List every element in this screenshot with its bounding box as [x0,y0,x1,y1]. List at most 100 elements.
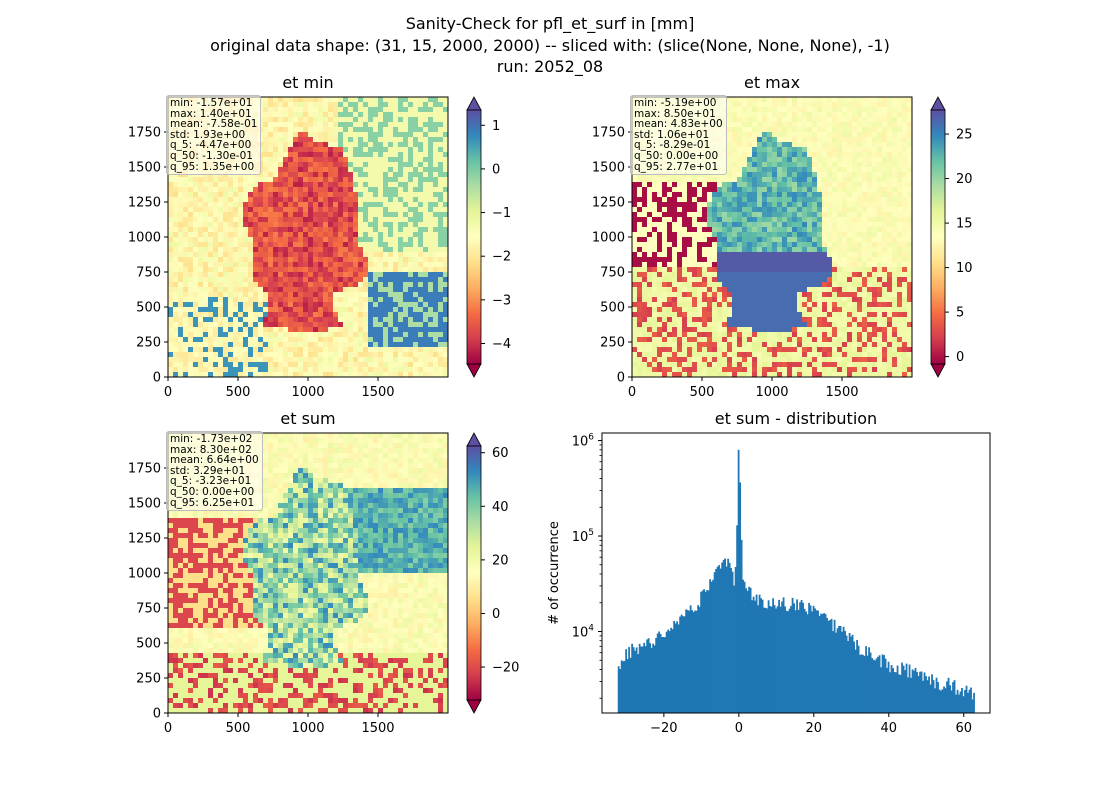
heatmap-cell [423,202,428,207]
heatmap-cell [782,187,787,192]
heatmap-cell [398,187,403,192]
heatmap-cell [348,162,353,167]
heatmap-cell [393,307,398,312]
heatmap-cell [383,337,388,342]
heatmap-cell [228,342,233,347]
heatmap-cell [288,282,293,287]
heatmap-cell [787,102,792,107]
heatmap-cell [632,197,637,202]
heatmap-cell [403,337,408,342]
heatmap-cell [283,157,288,162]
heatmap-cell [852,202,857,207]
heatmap-cell [877,97,882,102]
heatmap-cell [188,322,193,327]
heatmap-cell [363,142,368,147]
heatmap-cell [413,212,418,217]
heatmap-cell [343,127,348,132]
heatmap-cell [308,232,313,237]
heatmap-cell [433,102,438,107]
heatmap-cell [233,317,238,322]
heatmap-cell [792,97,797,102]
heatmap-cell [408,257,413,262]
heatmap-cell [333,167,338,172]
heatmap-cell [363,297,368,302]
heatmap-cell [273,322,278,327]
heatmap-cell [413,197,418,202]
heatmap-cell [323,227,328,232]
heatmap-cell [887,202,892,207]
heatmap-cell [792,177,797,182]
heatmap-cell [398,247,403,252]
heatmap-cell [358,172,363,177]
heatmap-cell [842,97,847,102]
heatmap-cell [273,357,278,362]
heatmap-cell [433,327,438,332]
heatmap-cell [283,177,288,182]
heatmap-cell [268,167,273,172]
heatmap-cell [373,122,378,127]
heatmap-cell [368,357,373,362]
heatmap-cell [418,202,423,207]
heatmap-cell [892,217,897,222]
heatmap-cell [383,157,388,162]
heatmap-cell [358,162,363,167]
heatmap-cell [293,157,298,162]
heatmap-cell [333,162,338,167]
heatmap-cell [842,122,847,127]
heatmap-cell [767,97,772,102]
heatmap-cell [632,192,637,197]
heatmap-cell [343,282,348,287]
heatmap-cell [837,197,842,202]
heatmap-cell [398,362,403,367]
heatmap-cell [862,147,867,152]
heatmap-cell [742,207,747,212]
heatmap-cell [203,227,208,232]
heatmap-cell [762,147,767,152]
heatmap-cell [278,132,283,137]
heatmap-cell [198,317,203,322]
heatmap-cell [777,117,782,122]
heatmap-cell [752,242,757,247]
heatmap-cell [288,137,293,142]
heatmap-cell [787,137,792,142]
heatmap-cell [353,177,358,182]
heatmap-cell [248,247,253,252]
heatmap-cell [273,337,278,342]
heatmap-cell [338,207,343,212]
heatmap-cell [208,232,213,237]
heatmap-cell [198,232,203,237]
heatmap-cell [348,287,353,292]
heatmap-cell [747,152,752,157]
heatmap-cell [278,272,283,277]
heatmap-cell [867,102,872,107]
heatmap-cell [777,97,782,102]
heatmap-cell [712,212,717,217]
heatmap-cell [762,192,767,197]
heatmap-cell [398,367,403,372]
heatmap-cell [208,342,213,347]
heatmap-cell [308,237,313,242]
heatmap-cell [378,237,383,242]
heatmap-cell [323,192,328,197]
heatmap-cell [727,247,732,252]
heatmap-cell [333,327,338,332]
heatmap-cell [228,212,233,217]
heatmap-cell [682,187,687,192]
heatmap-cell [313,337,318,342]
heatmap-cell [857,117,862,122]
heatmap-cell [328,277,333,282]
heatmap-cell [438,152,443,157]
heatmap-cell [343,167,348,172]
heatmap-cell [193,287,198,292]
heatmap-cell [223,182,228,187]
heatmap-cell [168,282,173,287]
heatmap-cell [243,297,248,302]
heatmap-cell [178,197,183,202]
heatmap-cell [857,237,862,242]
heatmap-cell [812,172,817,177]
heatmap-cell [303,367,308,372]
heatmap-cell [727,232,732,237]
heatmap-cell [238,222,243,227]
heatmap-cell [348,217,353,222]
heatmap-cell [223,367,228,372]
